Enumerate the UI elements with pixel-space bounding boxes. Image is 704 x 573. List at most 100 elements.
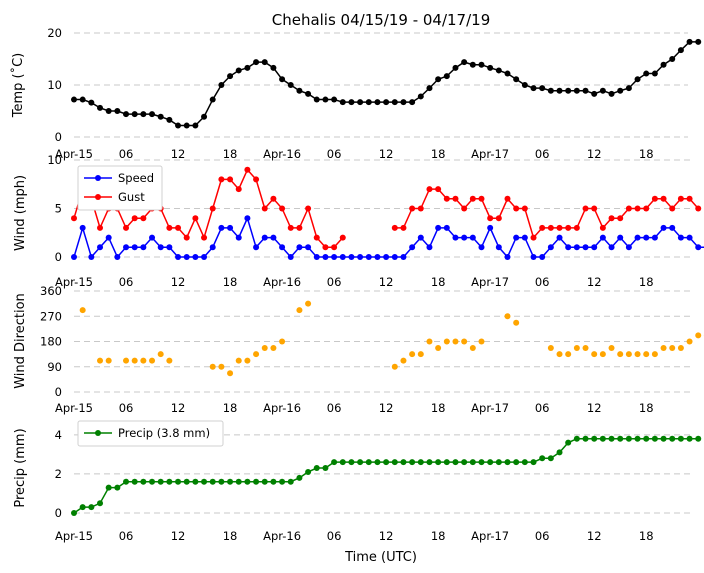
data-point (669, 205, 676, 212)
data-point (391, 99, 398, 106)
data-point (625, 435, 632, 442)
data-point (556, 449, 563, 456)
data-point (97, 244, 104, 251)
data-point (591, 90, 598, 97)
data-point (400, 357, 407, 364)
data-point (296, 87, 303, 94)
data-point (131, 244, 138, 251)
x-tick-label: Apr-16 (263, 275, 301, 289)
data-point (287, 254, 294, 260)
data-point (183, 234, 190, 241)
data-point (183, 122, 190, 129)
data-point (677, 195, 684, 202)
x-tick-label: 12 (171, 529, 186, 543)
data-point (296, 224, 303, 231)
data-point (149, 478, 156, 485)
data-point (634, 351, 641, 358)
data-point (97, 104, 104, 111)
y-tick-label: 360 (40, 284, 62, 298)
y-tick-label: 0 (55, 130, 62, 144)
x-tick-label: 06 (119, 147, 134, 161)
data-point (201, 254, 208, 260)
data-point (478, 244, 485, 251)
data-point (279, 205, 286, 212)
data-point (435, 186, 442, 193)
data-point (391, 224, 398, 231)
data-point (123, 478, 130, 485)
data-point (677, 234, 684, 241)
data-point (348, 99, 355, 106)
data-point (287, 478, 294, 485)
x-tick-label: Apr-15 (55, 401, 93, 415)
data-point (140, 244, 147, 251)
data-point (495, 459, 502, 466)
data-point (634, 435, 641, 442)
data-point (443, 338, 450, 345)
data-point (322, 254, 329, 260)
data-point (71, 510, 77, 516)
data-point (539, 85, 546, 92)
data-point (582, 435, 589, 442)
x-tick-label: 12 (171, 147, 186, 161)
data-point (521, 234, 528, 241)
data-point (573, 87, 580, 94)
data-point (244, 357, 251, 364)
data-point (513, 76, 520, 83)
data-point (114, 254, 121, 260)
data-point (140, 111, 147, 118)
data-point (149, 234, 156, 241)
data-point (253, 351, 260, 358)
x-tick-label: 18 (223, 529, 238, 543)
data-point (131, 111, 138, 118)
data-point (461, 205, 468, 212)
data-point (617, 351, 624, 358)
data-point (426, 244, 433, 251)
data-point (478, 459, 485, 466)
y-tick-label: 0 (55, 250, 62, 264)
x-tick-label: 06 (535, 275, 550, 289)
data-point (339, 234, 346, 241)
data-point (469, 344, 476, 351)
data-point (669, 56, 676, 62)
x-tick-label: 18 (639, 529, 654, 543)
data-point (400, 224, 407, 231)
data-point (426, 338, 433, 345)
data-point (469, 195, 476, 202)
data-point (478, 195, 485, 202)
data-point (157, 351, 164, 358)
data-point (547, 344, 554, 351)
data-point (599, 351, 606, 358)
data-point (166, 224, 173, 231)
y-tick-label: 180 (40, 335, 62, 349)
x-tick-label: Apr-16 (263, 529, 301, 543)
panel-temp: 0 10 20 Apr-15 06 12 18 Apr-16 06 12 18 Apr-17 06 12 1… (10, 26, 702, 161)
data-point (417, 351, 424, 358)
y-tick-label: 0 (55, 506, 62, 520)
data-point (270, 195, 277, 202)
data-point (391, 254, 398, 260)
data-point (235, 186, 242, 193)
data-point (253, 478, 260, 485)
series-precip (71, 435, 702, 516)
data-point (218, 478, 225, 485)
data-point (400, 459, 407, 466)
data-point (469, 459, 476, 466)
data-point (227, 478, 234, 485)
data-point (140, 215, 147, 222)
data-point (443, 195, 450, 202)
data-point (443, 224, 450, 231)
data-point (166, 116, 173, 123)
x-axis-label: Time (UTC) (344, 550, 417, 565)
x-tick-label: 12 (587, 401, 602, 415)
x-tick-label: 06 (327, 147, 342, 161)
data-point (565, 351, 572, 358)
data-point (192, 215, 199, 222)
data-point (409, 244, 416, 251)
data-point (417, 459, 424, 466)
data-point (383, 99, 390, 106)
chart-title: Chehalis 04/15/19 - 04/17/19 (272, 11, 491, 29)
data-point (296, 307, 303, 314)
data-point (322, 244, 329, 251)
legend-swatch-marker (95, 194, 101, 200)
y-axis-label: Wind Direction (13, 293, 28, 389)
